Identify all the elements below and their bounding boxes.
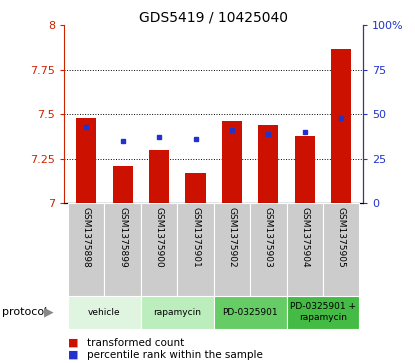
Bar [259, 125, 278, 203]
Text: PD-0325901: PD-0325901 [222, 308, 278, 317]
Text: GSM1375898: GSM1375898 [82, 207, 91, 268]
Bar [112, 166, 133, 203]
Bar [149, 150, 169, 203]
Text: GSM1375904: GSM1375904 [300, 207, 309, 268]
Bar [68, 203, 105, 296]
Bar [222, 122, 242, 203]
Title: GDS5419 / 10425040: GDS5419 / 10425040 [139, 10, 288, 24]
Text: ▶: ▶ [44, 306, 53, 319]
Bar [250, 203, 287, 296]
Bar [287, 296, 359, 329]
Bar [214, 203, 250, 296]
Text: vehicle: vehicle [88, 308, 121, 317]
Text: transformed count: transformed count [87, 338, 184, 348]
Bar [186, 173, 205, 203]
Text: ■: ■ [68, 350, 79, 360]
Bar [141, 203, 177, 296]
Text: PD-0325901 +
rapamycin: PD-0325901 + rapamycin [290, 302, 356, 322]
Bar [76, 118, 96, 203]
Text: rapamycin: rapamycin [153, 308, 201, 317]
Bar [287, 203, 323, 296]
Bar [105, 203, 141, 296]
Bar [214, 296, 287, 329]
Text: ■: ■ [68, 338, 79, 348]
Bar [141, 296, 214, 329]
Text: GSM1375899: GSM1375899 [118, 207, 127, 268]
Text: protocol: protocol [2, 307, 47, 317]
Bar [295, 136, 315, 203]
Bar [331, 49, 351, 203]
Text: GSM1375902: GSM1375902 [227, 207, 237, 268]
Bar [323, 203, 359, 296]
Text: GSM1375903: GSM1375903 [264, 207, 273, 268]
Text: percentile rank within the sample: percentile rank within the sample [87, 350, 263, 360]
Text: GSM1375900: GSM1375900 [154, 207, 164, 268]
Bar [177, 203, 214, 296]
Bar [68, 296, 141, 329]
Text: GSM1375901: GSM1375901 [191, 207, 200, 268]
Text: GSM1375905: GSM1375905 [337, 207, 346, 268]
